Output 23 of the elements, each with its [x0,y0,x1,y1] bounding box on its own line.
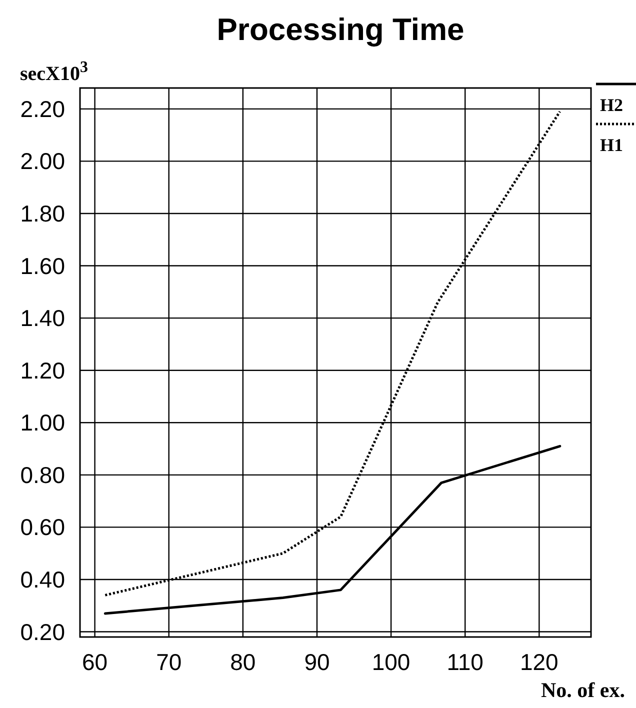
y-tick-label: 2.00 [20,148,65,174]
y-axis-title: secX10$^{3}$ [20,58,88,85]
x-tick-label: 100 [372,649,410,675]
y-tick-label: 0.40 [20,566,65,592]
chart-title: Processing Time [216,12,464,47]
x-tick-label: 60 [82,649,108,675]
x-tick-label: 80 [230,649,256,675]
x-tick-label: 110 [446,649,484,675]
x-axis-title: No. of ex. [541,678,625,702]
x-tick-label: 120 [520,649,558,675]
y-tick-label: 0.20 [20,618,65,645]
y-tick-label: 2.20 [20,96,65,122]
y-tick-label: 0.80 [20,462,65,488]
y-tick-label: 1.60 [20,252,65,279]
x-tick-label: 70 [156,649,182,675]
legend-label: H2 [600,95,624,115]
y-tick-label: 1.20 [20,357,65,384]
y-tick-label: 0.60 [20,514,65,540]
legend-label: H1 [600,135,624,155]
x-tick-label: 90 [304,649,330,675]
y-tick-label: 1.40 [20,305,65,332]
y-tick-label: 1.00 [20,410,65,436]
y-tick-label: 1.80 [20,200,65,226]
